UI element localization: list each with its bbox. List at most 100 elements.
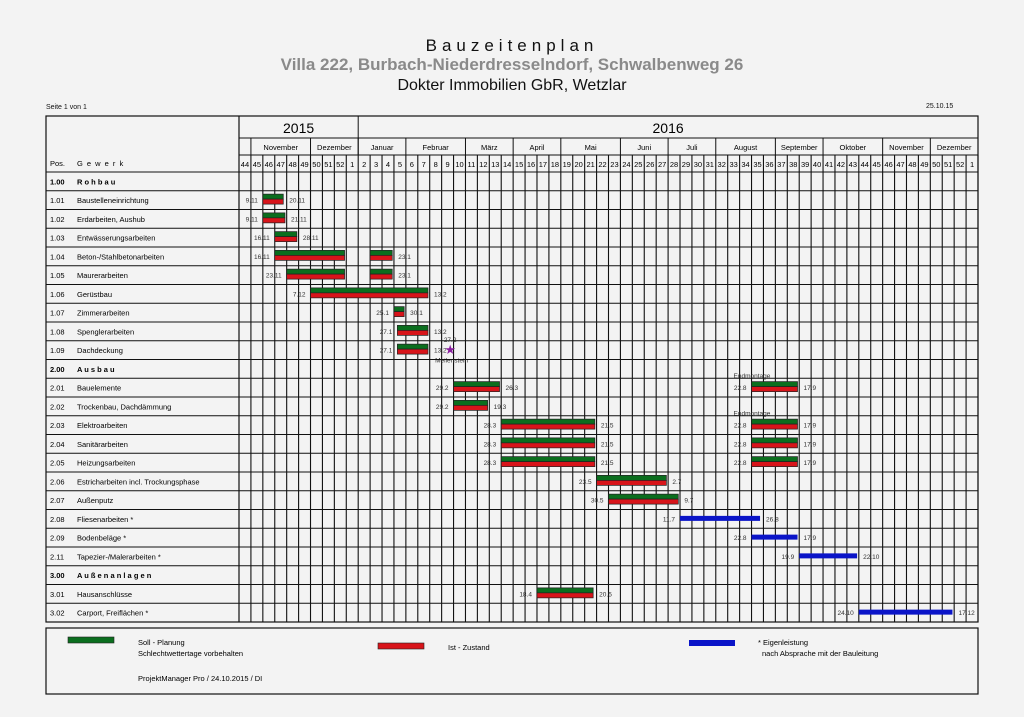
page-info: Seite 1 von 1 — [46, 104, 87, 111]
bar-end-label: 17.12 — [958, 610, 975, 617]
row-name: Elektroarbeiten — [77, 421, 127, 430]
bar-end-label: 17.9 — [804, 385, 817, 392]
bar-start-label: 24.10 — [838, 610, 855, 617]
bar-end-label: 21.5 — [601, 423, 614, 430]
soll-bar — [751, 381, 798, 387]
bar-end-label: 21.5 — [601, 441, 614, 448]
milestone-caption: Meilenstein — [435, 358, 468, 365]
row-name: Dachdeckung — [77, 346, 123, 355]
ist-bar — [286, 273, 345, 280]
ist-bar — [393, 311, 405, 317]
row-name: Entwässerungsarbeiten — [77, 234, 155, 243]
week-number: 19 — [563, 160, 571, 169]
week-number: 7 — [422, 160, 426, 169]
week-number: 2 — [362, 160, 366, 169]
row-pos: 1.00 — [50, 177, 65, 186]
ist-bar — [262, 198, 284, 205]
row-pos: 2.08 — [50, 515, 65, 524]
soll-bar — [274, 231, 298, 237]
soll-bar — [286, 268, 345, 275]
bar-start-label: 22.8 — [734, 460, 747, 467]
row-name: Beton-/Stahlbetonarbeiten — [77, 252, 164, 261]
eigenleistung-bar — [799, 553, 858, 559]
month-label: November — [263, 143, 298, 152]
bar-end-label: 26.8 — [766, 516, 779, 523]
soll-bar — [453, 400, 488, 406]
row-name: Spenglerarbeiten — [77, 327, 134, 336]
week-number: 40 — [813, 160, 821, 169]
bar-start-label: 16.11 — [254, 235, 270, 242]
row-name: Bauelemente — [77, 384, 121, 393]
week-number: 46 — [265, 160, 273, 169]
week-number: 49 — [300, 160, 308, 169]
week-number: 4 — [386, 160, 390, 169]
soll-bar — [751, 456, 798, 462]
month-label: Januar — [371, 143, 394, 152]
week-number: 38 — [789, 160, 797, 169]
week-number: 28 — [670, 160, 678, 169]
row-name: Estricharbeiten incl. Trockungsphase — [77, 477, 200, 486]
week-number: 3 — [374, 160, 378, 169]
month-label: Oktober — [840, 143, 867, 152]
bar-start-label: 9.11 — [246, 216, 259, 223]
ist-bar — [536, 592, 594, 599]
soll-bar — [500, 456, 596, 462]
bar-note: Endmontage — [734, 373, 771, 380]
bar-start-label: 27.1 — [380, 348, 393, 355]
legend-ist-label: Ist - Zustand — [448, 643, 490, 652]
bar-start-label: 23.5 — [579, 479, 592, 486]
bar-end-label: 17.9 — [804, 423, 817, 430]
ist-bar — [500, 461, 596, 467]
month-label: Februar — [423, 143, 450, 152]
ist-bar — [310, 292, 429, 299]
week-number: 37 — [777, 160, 785, 169]
row-pos: 2.11 — [50, 552, 64, 561]
row-pos: 2.00 — [50, 365, 65, 374]
soll-bar — [500, 437, 596, 444]
company-name: Dokter Immobilien GbR, Wetzlar — [397, 77, 627, 94]
week-number: 51 — [944, 160, 952, 169]
year-label: 2015 — [283, 120, 314, 136]
week-number: 43 — [849, 160, 857, 169]
soll-bar — [500, 418, 596, 425]
table-frame — [45, 115, 979, 623]
bar-start-label: 23.11 — [266, 273, 282, 280]
month-label: Mai — [585, 143, 597, 152]
week-number: 16 — [527, 160, 535, 169]
week-number: 32 — [718, 160, 726, 169]
month-label: Dezember — [317, 143, 352, 152]
week-number: 35 — [753, 160, 761, 169]
bar-end-label: 19.3 — [494, 404, 507, 411]
bar-start-label: 27.1 — [380, 329, 393, 336]
row-pos: 2.02 — [50, 402, 65, 411]
month-label: September — [781, 143, 818, 152]
bar-end-label: 2.7 — [672, 479, 681, 486]
bar-start-label: 7.12 — [293, 291, 306, 298]
week-number: 6 — [410, 160, 414, 169]
week-number: 49 — [920, 160, 928, 169]
row-pos: 1.09 — [50, 346, 65, 355]
soll-bar — [393, 306, 405, 312]
week-number: 24 — [622, 160, 630, 169]
week-number: 26 — [646, 160, 654, 169]
bar-start-label: 11.7 — [663, 516, 676, 523]
ist-bar — [369, 273, 393, 280]
ist-bar — [500, 423, 596, 430]
legend-eigen-note: nach Absprache mit der Bauleitung — [762, 649, 878, 658]
month-label: Juli — [686, 143, 698, 152]
bar-start-label: 22.8 — [734, 423, 747, 430]
soll-bar — [369, 268, 393, 275]
row-name: A u s b a u — [77, 365, 115, 374]
row-pos: 3.02 — [50, 609, 65, 618]
row-pos: 2.09 — [50, 534, 65, 543]
bar-end-label: 26.3 — [506, 385, 519, 392]
month-label: Juni — [637, 143, 651, 152]
bar-end-label: 30.1 — [410, 310, 423, 317]
column-header-pos: Pos. — [50, 159, 65, 168]
week-number: 48 — [288, 160, 296, 169]
row-name: Carport, Freiflächen * — [77, 609, 148, 618]
week-number: 46 — [884, 160, 892, 169]
bar-end-label: 22.10 — [863, 554, 880, 561]
print-date: 25.10.15 — [926, 103, 954, 110]
